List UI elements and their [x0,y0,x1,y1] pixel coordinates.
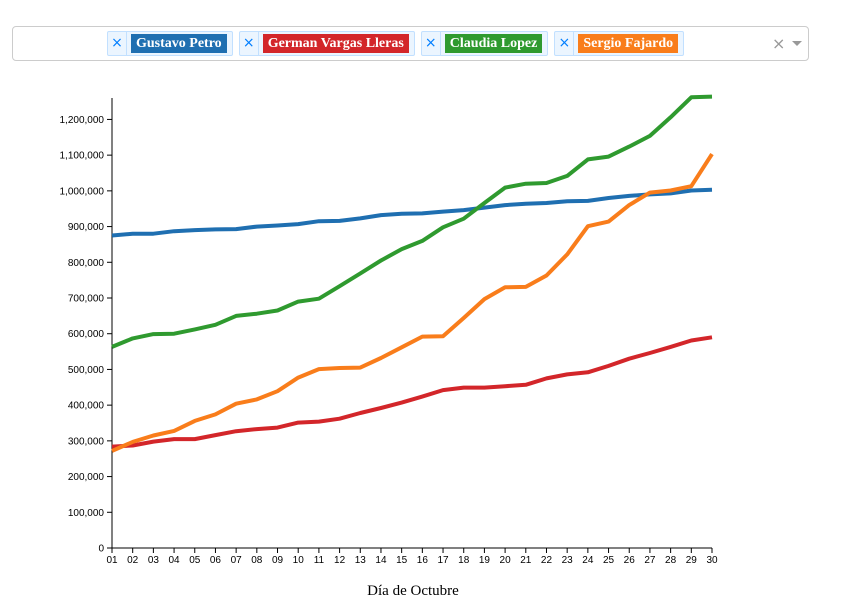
remove-claudia-lopez-button[interactable]: × [422,32,441,55]
chip-label-sergio-fajardo: Sergio Fajardo [578,34,679,53]
x-tick-label: 21 [520,555,532,566]
remove-gustavo-petro-button[interactable]: × [108,32,127,55]
selected-candidates: × Gustavo Petro × German Vargas Lleras ×… [107,31,685,56]
x-tick-label: 20 [500,555,512,566]
y-tick-label: 1,100,000 [60,151,105,162]
x-tick-label: 07 [231,555,243,566]
chip-german-vargas-lleras: × German Vargas Lleras [238,31,415,56]
y-tick-label: 1,000,000 [60,186,105,197]
x-tick-label: 15 [396,555,408,566]
x-tick-label: 13 [355,555,367,566]
remove-german-vargas-lleras-button[interactable]: × [240,32,259,55]
x-tick-label: 02 [127,555,139,566]
x-tick-label: 08 [251,555,263,566]
candidate-multiselect[interactable]: × Gustavo Petro × German Vargas Lleras ×… [12,26,809,61]
y-tick-label: 900,000 [68,222,105,233]
chip-label-gustavo-petro: Gustavo Petro [131,34,227,53]
x-tick-label: 30 [706,555,718,566]
x-tick-label: 14 [375,555,387,566]
clear-all-icon[interactable]: × [772,34,786,53]
x-tick-label: 17 [437,555,449,566]
x-tick-label: 10 [293,555,305,566]
y-tick-label: 100,000 [68,508,105,519]
series-line-sergio-fajardo [111,153,714,453]
chip-label-german-vargas-lleras: German Vargas Lleras [262,34,409,53]
series-line-gustavo-petro [111,187,713,238]
x-axis-label: Día de Octubre [367,583,459,599]
x-tick-label: 18 [458,555,470,566]
chip-claudia-lopez: × Claudia Lopez [420,31,549,56]
x-tick-label: 09 [272,555,284,566]
series-line-claudia-lopez [111,94,713,349]
x-tick-label: 24 [582,555,594,566]
x-tick-label: 19 [479,555,491,566]
x-tick-label: 27 [644,555,656,566]
y-tick-label: 300,000 [68,436,105,447]
dropdown-arrow-icon[interactable] [792,41,802,46]
x-tick-label: 04 [169,555,181,566]
x-tick-label: 16 [417,555,429,566]
y-tick-label: 200,000 [68,472,105,483]
chip-sergio-fajardo: × Sergio Fajardo [554,31,685,56]
x-tick-label: 22 [541,555,553,566]
x-tick-label: 28 [665,555,677,566]
chip-gustavo-petro: × Gustavo Petro [107,31,233,56]
x-tick-label: 05 [189,555,201,566]
y-tick-label: 700,000 [68,294,105,305]
y-tick-label: 600,000 [68,329,105,340]
x-tick-label: 29 [686,555,698,566]
remove-sergio-fajardo-button[interactable]: × [555,32,575,55]
y-tick-label: 400,000 [68,401,105,412]
y-tick-label: 800,000 [68,258,105,269]
y-tick-label: 0 [98,544,104,555]
chip-label-claudia-lopez: Claudia Lopez [444,34,543,53]
y-tick-label: 500,000 [68,365,105,376]
series-line-german-vargas-lleras [111,335,713,449]
x-tick-label: 23 [562,555,574,566]
x-tick-label: 03 [148,555,160,566]
y-tick-label: 1,200,000 [60,115,105,126]
x-tick-label: 12 [334,555,346,566]
x-tick-label: 06 [210,555,222,566]
x-tick-label: 26 [624,555,636,566]
x-tick-label: 11 [314,555,325,566]
x-tick-label: 25 [603,555,615,566]
x-tick-label: 01 [106,555,118,566]
